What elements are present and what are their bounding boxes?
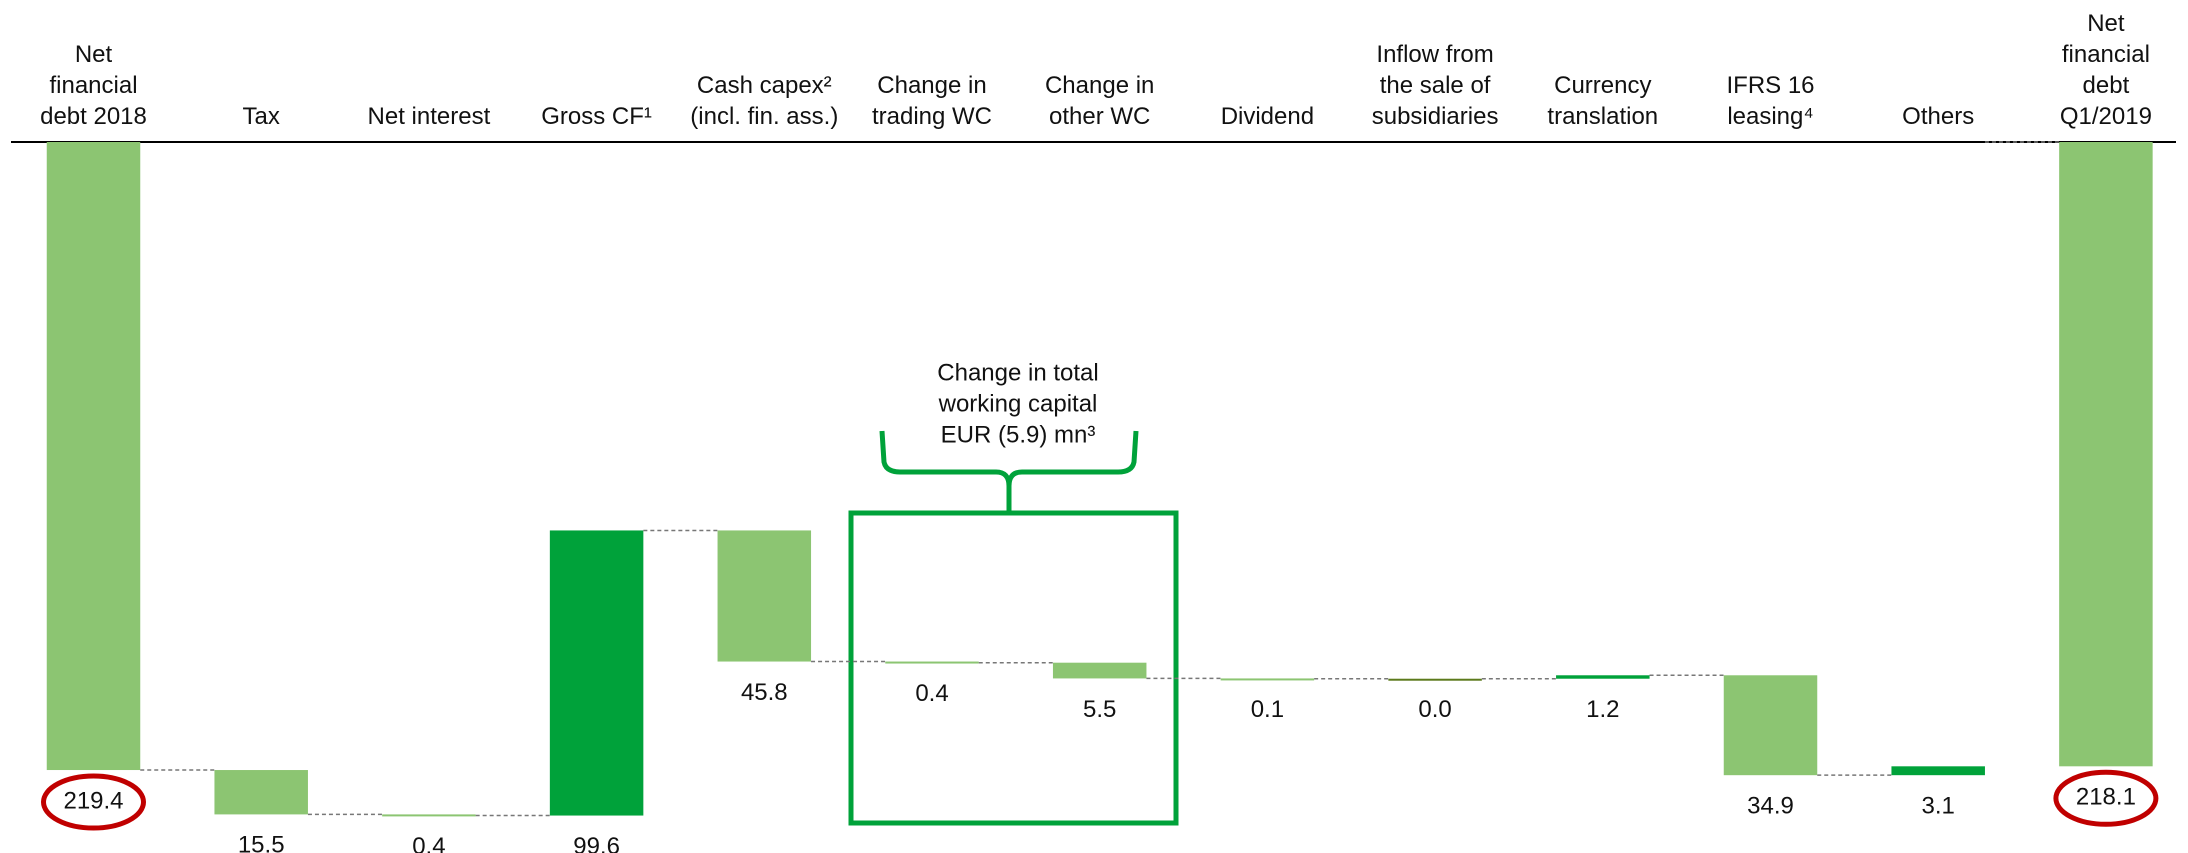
- value-label: 218.1: [2076, 784, 2136, 811]
- category-label: Dividend: [1220, 103, 1315, 130]
- category-label: Currency translation: [1547, 72, 1659, 130]
- value-label: 34.9: [1747, 793, 1794, 820]
- bar: [2059, 142, 2153, 767]
- category-label: Net financial debt 2018: [40, 41, 147, 130]
- bar: [46, 142, 141, 771]
- category-label: Tax: [242, 103, 280, 130]
- category-label: Net interest: [367, 103, 491, 130]
- value-label: 0.0: [1418, 696, 1451, 723]
- category-label: Net financial debt Q1/2019: [2059, 10, 2152, 130]
- bar: [1220, 678, 1315, 681]
- value-label: 0.1: [1251, 696, 1284, 723]
- category-label: Cash capex² (incl. fin. ass.): [690, 72, 839, 130]
- bar: [382, 814, 476, 817]
- value-label: 45.8: [741, 679, 788, 706]
- bar: [549, 530, 644, 816]
- category-label: Others: [1902, 103, 1975, 130]
- value-label: 0.4: [915, 680, 948, 707]
- highlight-ellipse: [41, 773, 146, 831]
- value-label: 5.5: [1083, 696, 1116, 723]
- category-label: Change in other WC: [1044, 72, 1155, 130]
- annotation: EUR (5.9) mn³: [941, 421, 1096, 448]
- bar: [1388, 678, 1482, 681]
- bar: [1052, 662, 1147, 679]
- bar: [1891, 766, 1985, 776]
- bar: [1556, 675, 1650, 679]
- bar: [1723, 675, 1818, 776]
- working-capital-box: [848, 510, 1179, 826]
- bar: [214, 770, 308, 815]
- category-label: Inflow from the sale of subsidiaries: [1371, 41, 1499, 130]
- value-label: 15.5: [238, 832, 285, 853]
- highlight-ellipse: [2053, 769, 2159, 827]
- value-label: 219.4: [63, 787, 123, 814]
- value-label: 0.4: [412, 833, 445, 853]
- annotation: Change in total: [937, 359, 1098, 386]
- category-label: IFRS 16 leasing⁴: [1726, 72, 1815, 130]
- category-label: Gross CF¹: [541, 103, 652, 130]
- bracket: [879, 430, 1139, 513]
- bar: [885, 661, 979, 664]
- value-label: 3.1: [1922, 793, 1955, 820]
- annotation: working capital: [938, 390, 1098, 417]
- bar: [717, 530, 812, 662]
- category-label: Change in trading WC: [871, 72, 993, 130]
- value-label: 1.2: [1586, 696, 1619, 723]
- value-label: 99.6: [573, 833, 620, 853]
